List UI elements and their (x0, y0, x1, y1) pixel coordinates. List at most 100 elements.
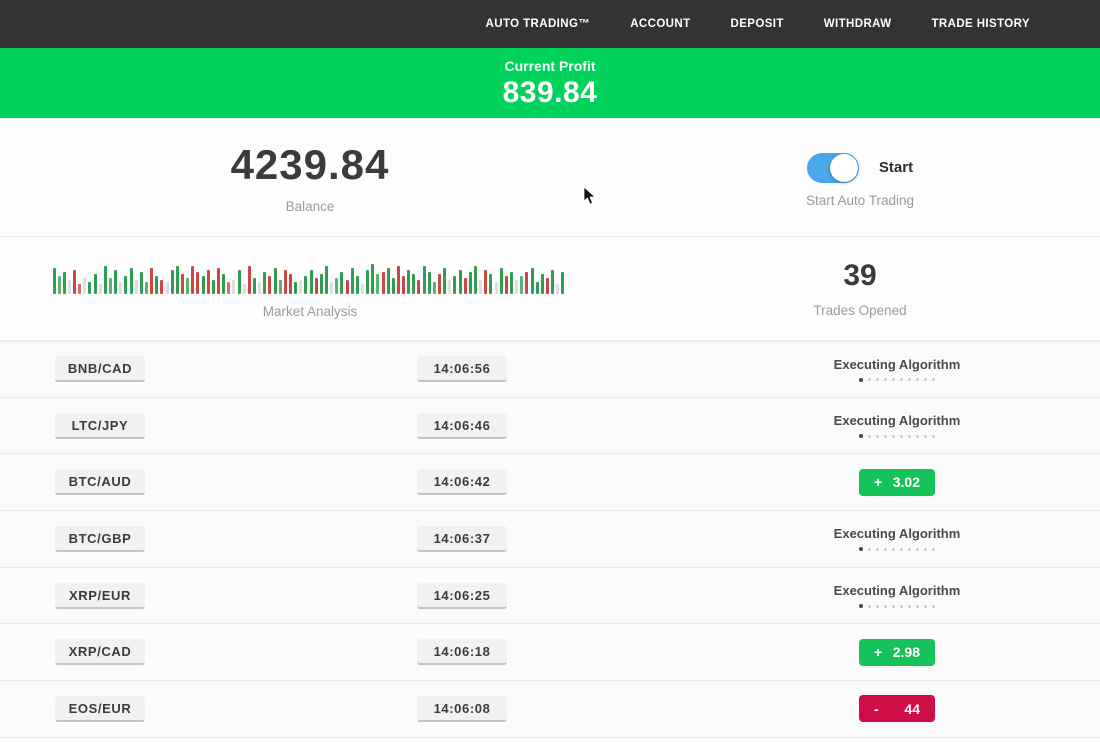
market-bar (217, 268, 220, 294)
nav-item-trade-history[interactable]: TRADE HISTORY (931, 18, 1030, 30)
market-bar (525, 272, 529, 294)
progress-dot-icon (924, 378, 927, 382)
sign: - (874, 700, 879, 717)
market-bar (340, 272, 344, 294)
pair-cell: EOS/EUR (0, 695, 230, 722)
market-bar (427, 272, 431, 294)
nav-item-auto-trading[interactable]: AUTO TRADING™ (485, 18, 591, 30)
market-bar (175, 266, 179, 294)
progress-dot-icon (908, 378, 911, 382)
market-bar (546, 278, 549, 294)
market-bar (98, 284, 102, 294)
progress-dot-icon (859, 434, 863, 439)
progress-dot-icon (868, 547, 871, 551)
time-badge: 14:06:08 (417, 695, 507, 722)
table-row: BTC/AUD 14:06:42 +3.02 (0, 454, 1100, 512)
market-bar (402, 276, 406, 294)
progress-dot-icon (868, 434, 871, 438)
market-bar (258, 282, 262, 294)
market-bar (129, 268, 133, 294)
market-bar (299, 280, 303, 294)
market-bar (494, 282, 498, 294)
market-bar (155, 276, 159, 294)
nav-item-account[interactable]: ACCOUNT (630, 18, 691, 30)
pair-badge: XRP/CAD (55, 639, 145, 666)
time-cell: 14:06:18 (230, 639, 694, 666)
result-cell: Executing Algorithm (694, 526, 1100, 552)
sign: + (874, 474, 883, 491)
pair-cell: LTC/JPY (0, 412, 230, 439)
market-bar (263, 272, 267, 294)
market-bar (252, 278, 256, 294)
time-badge: 14:06:25 (417, 582, 507, 609)
market-bar (396, 266, 400, 294)
time-cell: 14:06:56 (230, 356, 694, 383)
market-bar (489, 274, 493, 294)
market-bar (319, 274, 323, 294)
loss-badge: - 44 (859, 695, 935, 723)
market-section: Market Analysis 39 Trades Opened (0, 237, 1100, 341)
market-analysis-chart (52, 258, 568, 294)
result-cell: Executing Algorithm (694, 413, 1100, 439)
market-bar (181, 274, 185, 294)
progress-dot-icon (916, 434, 919, 438)
progress-dot-icon (884, 434, 887, 438)
market-bar (268, 276, 272, 294)
market-bar (278, 280, 282, 294)
progress-dot-icon (932, 604, 935, 608)
start-auto-trading-label: Start Auto Trading (805, 192, 915, 208)
market-bar (474, 266, 478, 294)
nav-item-deposit[interactable]: DEPOSIT (730, 18, 784, 30)
market-bar (165, 282, 169, 294)
market-bar (67, 280, 71, 294)
balance-cell: 4239.84 Balance (0, 118, 620, 236)
balance-section: 4239.84 Balance Start Start Auto Trading (0, 118, 1100, 237)
progress-dot-icon (884, 604, 887, 608)
pair-cell: BNB/CAD (0, 356, 230, 383)
auto-trading-cell: Start Start Auto Trading (620, 118, 1100, 236)
pair-cell: BTC/GBP (0, 525, 230, 552)
progress-dot-icon (932, 547, 935, 551)
market-bar (376, 274, 380, 294)
market-bar (139, 272, 143, 294)
amount: 44 (904, 700, 920, 717)
progress-dot-icon (859, 604, 863, 609)
nav-item-withdraw[interactable]: WITHDRAW (823, 18, 892, 30)
progress-dot-icon (876, 434, 879, 438)
market-bar (366, 270, 370, 294)
toggle-knob-icon (829, 153, 858, 182)
market-bar (150, 268, 154, 294)
result-cell: +3.02 (694, 468, 1100, 496)
market-bar (556, 284, 560, 294)
market-bar (88, 282, 92, 294)
pair-cell: XRP/CAD (0, 639, 230, 666)
market-bar (535, 282, 539, 294)
market-bar (304, 276, 308, 294)
pair-badge: XRP/EUR (55, 582, 145, 609)
progress-dot-icon (884, 378, 887, 382)
market-bar (515, 280, 519, 294)
market-bar (109, 278, 113, 294)
current-profit-label: Current Profit (504, 58, 596, 74)
market-bar (561, 272, 565, 294)
market-bar (453, 276, 457, 294)
market-bar (355, 276, 359, 294)
market-bar (350, 268, 354, 294)
market-bar (288, 274, 292, 294)
table-row: LTC/JPY 14:06:46 Executing Algorithm (0, 397, 1100, 455)
market-bar (114, 270, 118, 294)
progress-dot-icon (932, 434, 935, 438)
progress-dot-icon (908, 547, 911, 551)
time-badge: 14:06:37 (417, 525, 507, 552)
market-bar (386, 268, 390, 294)
market-bar (510, 272, 514, 294)
market-bar (232, 280, 236, 294)
start-toggle[interactable] (806, 152, 859, 183)
progress-dot-icon (892, 378, 895, 382)
pair-cell: BTC/AUD (0, 469, 230, 496)
market-bar (530, 268, 534, 294)
time-badge: 14:06:56 (417, 356, 507, 383)
market-bar (73, 270, 77, 294)
progress-dot-icon (908, 604, 911, 608)
progress-dot-icon (868, 378, 871, 382)
